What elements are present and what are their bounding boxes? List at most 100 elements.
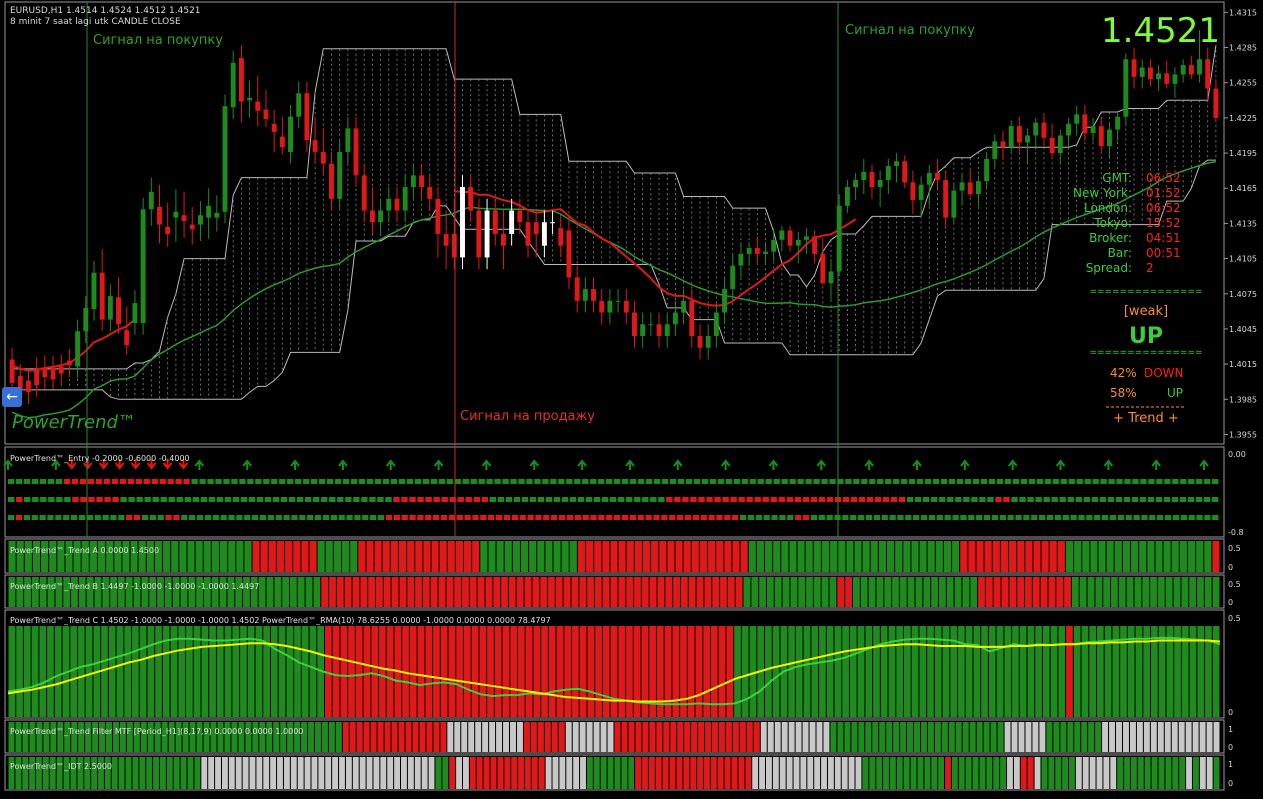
trend-a-bar: [358, 541, 366, 572]
trend-c-bar: [1004, 626, 1012, 717]
trend-b-bar: [235, 577, 243, 607]
trend-c-bar: [795, 626, 803, 717]
entry-signal-dot: [449, 497, 456, 502]
trend-b-bar: [203, 577, 211, 607]
trend-a-bar: [211, 541, 219, 572]
trend-b-bar: [892, 577, 899, 607]
scroll-back-button[interactable]: ←: [2, 387, 22, 407]
entry-signal-dot: [749, 479, 756, 484]
entry-signal-dot: [909, 479, 916, 484]
idt-bar: [132, 757, 139, 789]
trend-filter-bar: [781, 722, 788, 752]
trend-c-bar: [463, 626, 471, 717]
entry-signal-dot: [486, 479, 493, 484]
entry-signal-dot: [963, 497, 970, 502]
candle-body: [1164, 73, 1170, 84]
idt-bar: [1096, 757, 1103, 789]
trend-b-bar: [415, 577, 422, 607]
symbol-header: EURUSD,H1 1.4514 1.4524 1.4512 1.4521: [10, 6, 201, 16]
trend-filter-bar: [489, 722, 496, 752]
candle-body: [1057, 135, 1063, 154]
entry-signal-dot: [693, 479, 701, 484]
entry-signal-dot: [102, 515, 109, 520]
entry-signal-dot: [634, 497, 641, 502]
entry-signal-dot: [1187, 497, 1195, 502]
candle-body: [476, 210, 482, 258]
entry-signal-dot: [208, 497, 216, 502]
idt-bar: [1179, 757, 1186, 789]
trend-filter-bar: [635, 722, 642, 752]
trend-filter-bar: [516, 722, 523, 752]
candle-countdown: 8 minit 7 saat lagi utk CANDLE CLOSE: [10, 17, 181, 27]
trend-filter-bar: [259, 722, 266, 752]
trend-a-bar: [1147, 541, 1155, 572]
entry-signal-dot: [842, 497, 850, 502]
trend-a-bar: [106, 541, 114, 572]
candle-body: [435, 198, 441, 234]
entry-signal-dot: [409, 515, 416, 520]
idt-bar: [1172, 757, 1179, 789]
main-panel-frame: [4, 1, 1225, 445]
trend-a-bar: [846, 541, 854, 572]
buy-arrow-icon: [1199, 459, 1209, 470]
trend-a-bar: [187, 541, 195, 572]
idt-bar: [896, 757, 903, 789]
entry-signal-dot: [417, 515, 424, 520]
entry-signal-dot: [1180, 515, 1187, 520]
entry-signal-dot: [1123, 497, 1131, 502]
buy-arrow-icon: [577, 459, 587, 470]
trend-filter-bar: [126, 722, 133, 752]
entry-signal-dot: [996, 479, 1004, 484]
candle-body: [132, 303, 138, 324]
trend-c-bar: [1019, 626, 1027, 717]
idt-bar: [290, 757, 297, 789]
entry-signal-dot: [877, 479, 884, 484]
trend-c-bar: [348, 626, 355, 717]
entry-signal-dot: [1204, 515, 1211, 520]
trend-filter-bar: [454, 722, 461, 752]
entry-signal-dot: [362, 515, 369, 520]
trend-filter-bar: [377, 722, 384, 752]
info-row-label: Tokyo:: [1093, 216, 1132, 230]
trend-b-bar: [1134, 577, 1142, 607]
trend-a-bar: [203, 541, 211, 572]
trend-filter-bar: [1164, 722, 1171, 752]
trend-c-bar: [803, 626, 811, 717]
entry-signal-dot: [401, 515, 408, 520]
trend-a-bar: [228, 541, 236, 572]
trend-b-bar: [610, 577, 618, 607]
trend-filter-bar: [50, 722, 57, 752]
trend-b-bar: [540, 577, 548, 607]
trend-filter-bar: [36, 722, 43, 752]
entry-signal-dot: [1038, 515, 1046, 520]
entry-signal-dot: [850, 515, 857, 520]
trend-filter-bar: [1018, 722, 1025, 752]
entry-signal-dot: [717, 479, 725, 484]
trend-filter-bar: [572, 722, 579, 752]
trend-a-bar: [545, 541, 553, 572]
entry-signal-dot: [732, 515, 739, 520]
price-axis: 1.43151.42851.42551.42251.41951.41651.41…: [1224, 8, 1257, 439]
trend-a-bar: [57, 541, 65, 572]
entry-signal-dot: [103, 479, 111, 484]
candle-body: [214, 212, 220, 218]
entry-signal-dot: [160, 497, 167, 502]
entry-signal-dot: [56, 497, 63, 502]
trend-filter-bar: [537, 722, 544, 752]
trend-filter-bar: [872, 722, 879, 752]
candle-body: [795, 239, 801, 246]
idt-bar: [800, 757, 807, 789]
trend-filter-bar: [712, 722, 718, 752]
entry-signal-dot: [535, 515, 542, 520]
entry-signal-dot: [874, 497, 882, 502]
idt-bar: [1075, 757, 1082, 789]
trend-c-bar: [1181, 626, 1189, 717]
trend-filter-bar: [168, 722, 175, 752]
trend-c-bar: [595, 626, 602, 717]
trend-a-bar: [683, 541, 691, 572]
idt-bar: [277, 757, 283, 789]
idt-bar: [586, 757, 593, 789]
trend-filter-bar: [1213, 722, 1220, 752]
trend-filter-bar: [335, 722, 342, 752]
